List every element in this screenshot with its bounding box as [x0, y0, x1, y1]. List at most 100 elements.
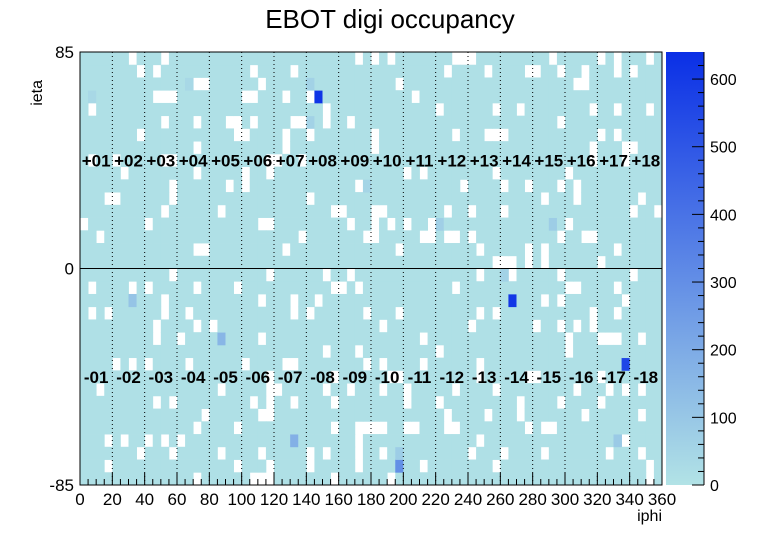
heatmap-cell	[451, 293, 461, 308]
supermodule-label-top: +07	[276, 151, 305, 170]
heatmap-cell	[265, 102, 275, 117]
heatmap-cell	[371, 64, 380, 78]
heatmap-cell	[516, 166, 525, 180]
heatmap-cell	[185, 421, 194, 435]
heatmap-cell	[185, 255, 194, 269]
heatmap-cell	[265, 357, 275, 371]
heatmap-cell	[637, 281, 647, 295]
heatmap-cell	[419, 472, 428, 486]
heatmap-cell	[516, 255, 525, 269]
heatmap-cell	[581, 370, 590, 384]
heatmap-cell	[314, 281, 323, 295]
supermodule-label-top: +14	[502, 151, 531, 170]
heatmap-cell	[104, 344, 113, 359]
heatmap-cell	[217, 434, 226, 448]
heatmap-cell	[379, 115, 388, 129]
heatmap-cell	[548, 408, 558, 422]
heatmap-cell	[217, 255, 226, 269]
heatmap-cell	[120, 306, 129, 320]
heatmap-cell	[468, 395, 477, 409]
heatmap-cell	[532, 153, 542, 168]
heatmap-cell	[193, 357, 202, 371]
heatmap-cell	[548, 204, 558, 218]
heatmap-cell	[298, 64, 307, 78]
heatmap-cell	[427, 370, 437, 384]
heatmap-cell	[282, 52, 291, 66]
heatmap-cell	[136, 421, 146, 435]
supermodule-label-top: +17	[599, 151, 628, 170]
heatmap-cell	[387, 459, 396, 473]
heatmap-cell	[395, 255, 404, 269]
heatmap-cell	[484, 421, 493, 435]
heatmap-cell	[96, 344, 105, 359]
heatmap-cell	[233, 192, 243, 206]
colorbar	[666, 52, 704, 485]
heatmap-cell	[540, 395, 550, 409]
heatmap-cell	[573, 344, 582, 359]
heatmap-cell	[443, 434, 453, 448]
heatmap-cell	[395, 90, 404, 104]
heatmap-cell	[524, 115, 534, 129]
supermodule-labels: +01 +02 +03 +04 +05 +06 +07 +08 +09 +10 +11 +12 +13 +…	[82, 151, 661, 387]
heatmap-cell	[484, 153, 493, 168]
heatmap-cell	[605, 52, 614, 66]
heatmap-cell	[605, 204, 614, 218]
heatmap-cell	[629, 102, 639, 117]
heatmap-cell	[532, 115, 542, 129]
heatmap-cell	[201, 90, 210, 104]
heatmap-cell	[573, 293, 582, 308]
heatmap-cell	[653, 281, 663, 295]
heatmap-cell	[177, 204, 186, 218]
x-tick-label: 100	[227, 490, 255, 509]
heatmap-cell	[411, 332, 420, 346]
heatmap-cell	[573, 434, 582, 448]
heatmap-cell	[621, 217, 631, 231]
heatmap-cell	[354, 472, 364, 486]
heatmap-cell	[330, 102, 340, 117]
heatmap-cell	[459, 268, 469, 282]
heatmap-cell	[621, 281, 631, 295]
heatmap-cell	[524, 408, 534, 422]
heatmap-cell	[387, 166, 396, 180]
heatmap-cell	[468, 344, 477, 359]
heatmap-cell	[362, 332, 372, 346]
heatmap-cell	[274, 408, 283, 422]
heatmap-cell	[152, 77, 162, 91]
heatmap-cell	[225, 293, 234, 308]
heatmap-cell	[144, 459, 154, 473]
heatmap-cell	[144, 230, 154, 244]
heatmap-cell	[395, 192, 404, 206]
heatmap-cell	[306, 243, 315, 257]
heatmap-cell	[274, 77, 283, 91]
heatmap-cell	[629, 421, 639, 435]
supermodule-label-bottom: -02	[116, 368, 141, 387]
heatmap-cell	[484, 90, 493, 104]
heatmap-cell	[524, 217, 534, 231]
heatmap-cell	[225, 268, 234, 282]
heatmap-cell	[435, 268, 445, 282]
heatmap-cell	[362, 217, 372, 231]
heatmap-cell	[104, 332, 113, 346]
heatmap-cell	[177, 459, 186, 473]
heatmap-cell	[435, 204, 445, 218]
heatmap-cell	[249, 268, 259, 282]
heatmap-cell	[427, 421, 437, 435]
heatmap-cell	[637, 204, 647, 218]
heatmap-cell	[201, 383, 210, 397]
heatmap-cell	[508, 293, 517, 308]
heatmap-cell	[540, 408, 550, 422]
heatmap-cell	[629, 217, 639, 231]
heatmap-cell	[168, 383, 178, 397]
heatmap-cell	[282, 319, 291, 333]
heatmap-cell	[265, 128, 275, 142]
heatmap-cell	[371, 153, 380, 168]
heatmap-cell	[217, 166, 226, 180]
heatmap-cell	[459, 281, 469, 295]
heatmap-cell	[621, 446, 631, 460]
heatmap-cell	[362, 459, 372, 473]
heatmap-cell	[306, 179, 315, 193]
heatmap-cell	[209, 383, 218, 397]
heatmap-cell	[645, 77, 655, 91]
heatmap-cell	[249, 306, 259, 320]
heatmap-cell	[185, 192, 194, 206]
